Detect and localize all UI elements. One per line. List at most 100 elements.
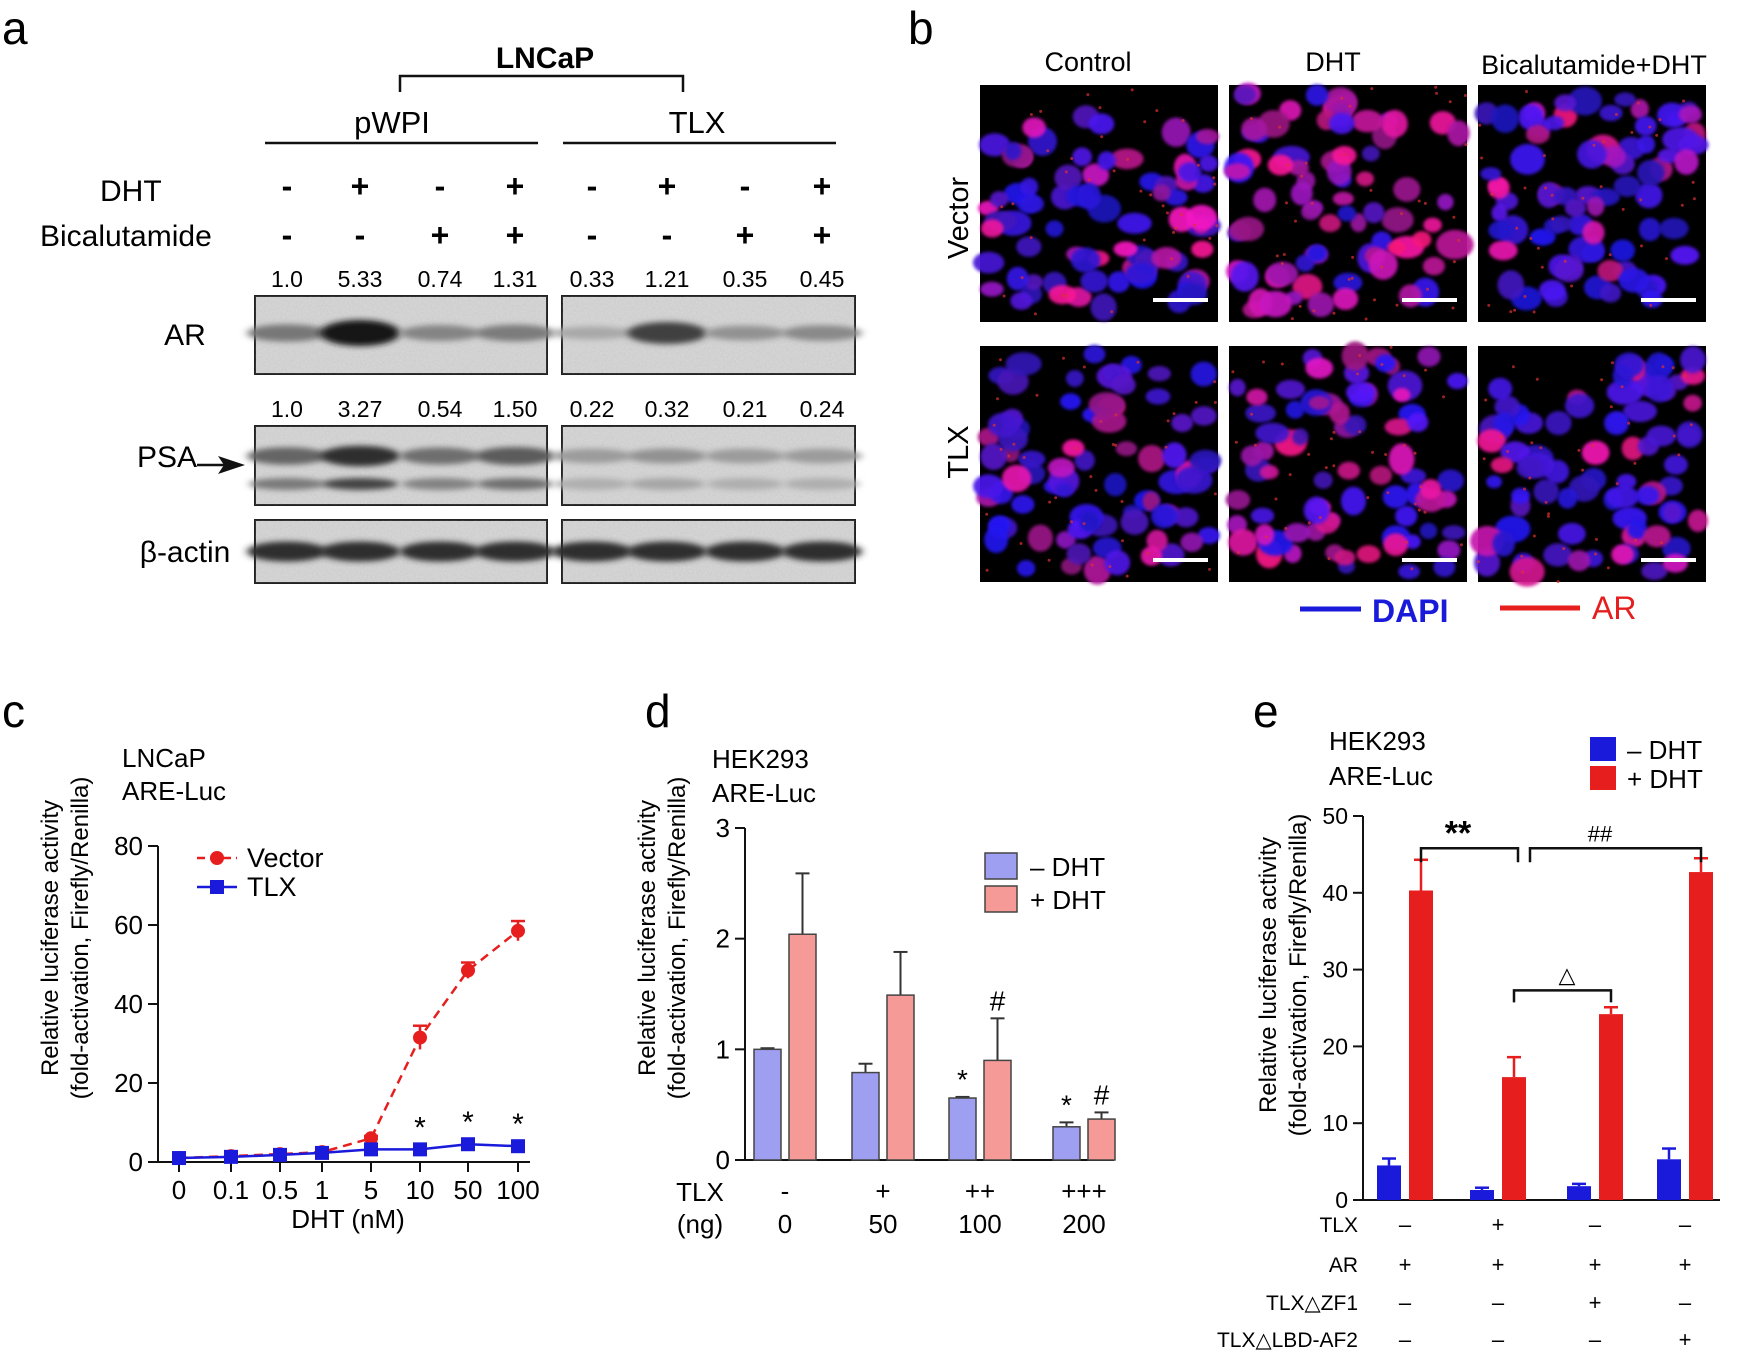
- sign-bicalutamide: -: [662, 217, 673, 253]
- condition-value: +: [1492, 1252, 1505, 1277]
- cell-nucleus: [1388, 443, 1415, 475]
- ar-speckle: [1451, 306, 1455, 310]
- ar-speckle: [1039, 109, 1043, 113]
- ar-speckle: [1556, 580, 1560, 584]
- cell-nucleus: [1659, 217, 1689, 240]
- ar-speckle: [1284, 526, 1288, 530]
- cell-nucleus: [1088, 392, 1125, 417]
- cell-nucleus: [1643, 525, 1671, 548]
- cell-nucleus: [1344, 415, 1367, 435]
- cell-nucleus: [1104, 473, 1127, 497]
- cell-nucleus: [1285, 400, 1305, 419]
- cell-nucleus: [1138, 445, 1166, 473]
- cell-nucleus: [1614, 92, 1636, 107]
- cell-nucleus: [1060, 393, 1082, 410]
- blot-band: [705, 448, 785, 464]
- blot-quant-value: 1.31: [493, 266, 538, 292]
- ar-speckle: [1423, 201, 1427, 205]
- panel-e-letter: e: [1253, 685, 1279, 737]
- cell-nucleus: [1332, 191, 1354, 206]
- y-tick-label: 80: [114, 831, 143, 861]
- ar-speckle: [1539, 446, 1543, 450]
- chart-e-ylabel-line2: (fold-activation, Firefly/Renilla): [1285, 814, 1312, 1137]
- cell-nucleus: [1497, 270, 1525, 300]
- cell-nucleus: [1646, 425, 1676, 447]
- ar-speckle: [1530, 441, 1534, 445]
- chart-e-annotation-line1: HEK293: [1329, 726, 1426, 756]
- ar-speckle: [1464, 143, 1468, 147]
- cell-nucleus: [984, 526, 1009, 553]
- cell-nucleus: [1332, 287, 1359, 310]
- cell-nucleus: [1581, 440, 1610, 465]
- ar-speckle: [1312, 309, 1316, 313]
- cell-nucleus: [1173, 507, 1199, 528]
- ar-speckle: [1356, 372, 1359, 376]
- ar-speckle: [1213, 401, 1217, 404]
- y-tick-label: 2: [716, 924, 730, 954]
- ar-speckle: [1166, 419, 1170, 423]
- ar-speckle: [1581, 468, 1585, 472]
- sign-bicalutamide: -: [282, 217, 293, 253]
- ar-speckle: [1562, 547, 1566, 551]
- cell-nucleus: [1488, 220, 1514, 240]
- cell-nucleus: [1267, 154, 1294, 176]
- cell-nucleus: [1537, 182, 1560, 208]
- cell-nucleus: [1645, 352, 1672, 382]
- cell-nucleus: [1045, 220, 1064, 237]
- cell-nucleus: [1180, 532, 1204, 552]
- sign-bicalutamide: -: [587, 217, 598, 253]
- blot-quant-value: 0.74: [418, 266, 463, 292]
- legend-swatch: [1590, 737, 1616, 761]
- nuclei-layer: [1474, 86, 1709, 314]
- cell-nucleus: [1599, 283, 1622, 303]
- cell-nucleus: [1351, 109, 1383, 133]
- cell-nucleus: [1020, 177, 1039, 197]
- ar-speckle: [1544, 186, 1547, 190]
- x-tick-label: 0: [172, 1175, 186, 1205]
- cell-nucleus: [1090, 293, 1117, 322]
- tlx-amount-label: 0: [778, 1209, 792, 1239]
- cell-nucleus: [1491, 204, 1508, 222]
- cell-nucleus: [1557, 487, 1578, 509]
- ar-speckle: [1090, 563, 1094, 567]
- cell-nucleus: [1356, 171, 1374, 187]
- cell-nucleus: [1189, 449, 1222, 472]
- cell-nucleus: [1419, 522, 1438, 540]
- cell-nucleus: [1663, 502, 1682, 523]
- ar-speckle: [1648, 125, 1652, 129]
- ar-speckle: [1196, 163, 1200, 167]
- ar-speckle: [1278, 125, 1282, 129]
- tlx-amount-label: 100: [958, 1209, 1001, 1239]
- panel-a-letter: a: [2, 2, 28, 54]
- ar-speckle: [1577, 448, 1581, 452]
- ar-speckle: [1280, 362, 1284, 366]
- bar-minus-dht: [1470, 1190, 1494, 1200]
- ar-speckle: [1181, 119, 1185, 122]
- cell-nucleus: [1581, 244, 1605, 263]
- cell-nucleus: [1564, 393, 1595, 419]
- significance-mark: *: [462, 1106, 474, 1139]
- blot-quant-value: 0.35: [723, 266, 768, 292]
- cell-nucleus: [1368, 249, 1398, 280]
- condition-value: –: [1399, 1327, 1412, 1351]
- ar-speckle: [1161, 204, 1165, 208]
- ar-speckle: [1000, 205, 1004, 209]
- condition-value: –: [1589, 1212, 1602, 1237]
- ar-speckle: [1460, 543, 1463, 547]
- cell-nucleus: [1488, 240, 1518, 261]
- ar-speckle: [1126, 157, 1130, 161]
- y-tick-label: 10: [1322, 1110, 1348, 1136]
- ar-speckle: [1627, 421, 1631, 425]
- cell-nucleus: [1387, 240, 1406, 255]
- cell-nucleus: [1480, 167, 1502, 181]
- cell-nucleus: [1393, 177, 1421, 202]
- cell-nucleus: [1005, 352, 1042, 376]
- blot-band: [627, 322, 707, 344]
- cell-nucleus: [1493, 412, 1516, 436]
- ar-speckle: [1424, 368, 1428, 372]
- ar-speckle: [1509, 310, 1513, 314]
- ar-speckle: [1484, 398, 1488, 402]
- ar-speckle: [1620, 385, 1624, 389]
- nuclei-layer: [1470, 346, 1708, 587]
